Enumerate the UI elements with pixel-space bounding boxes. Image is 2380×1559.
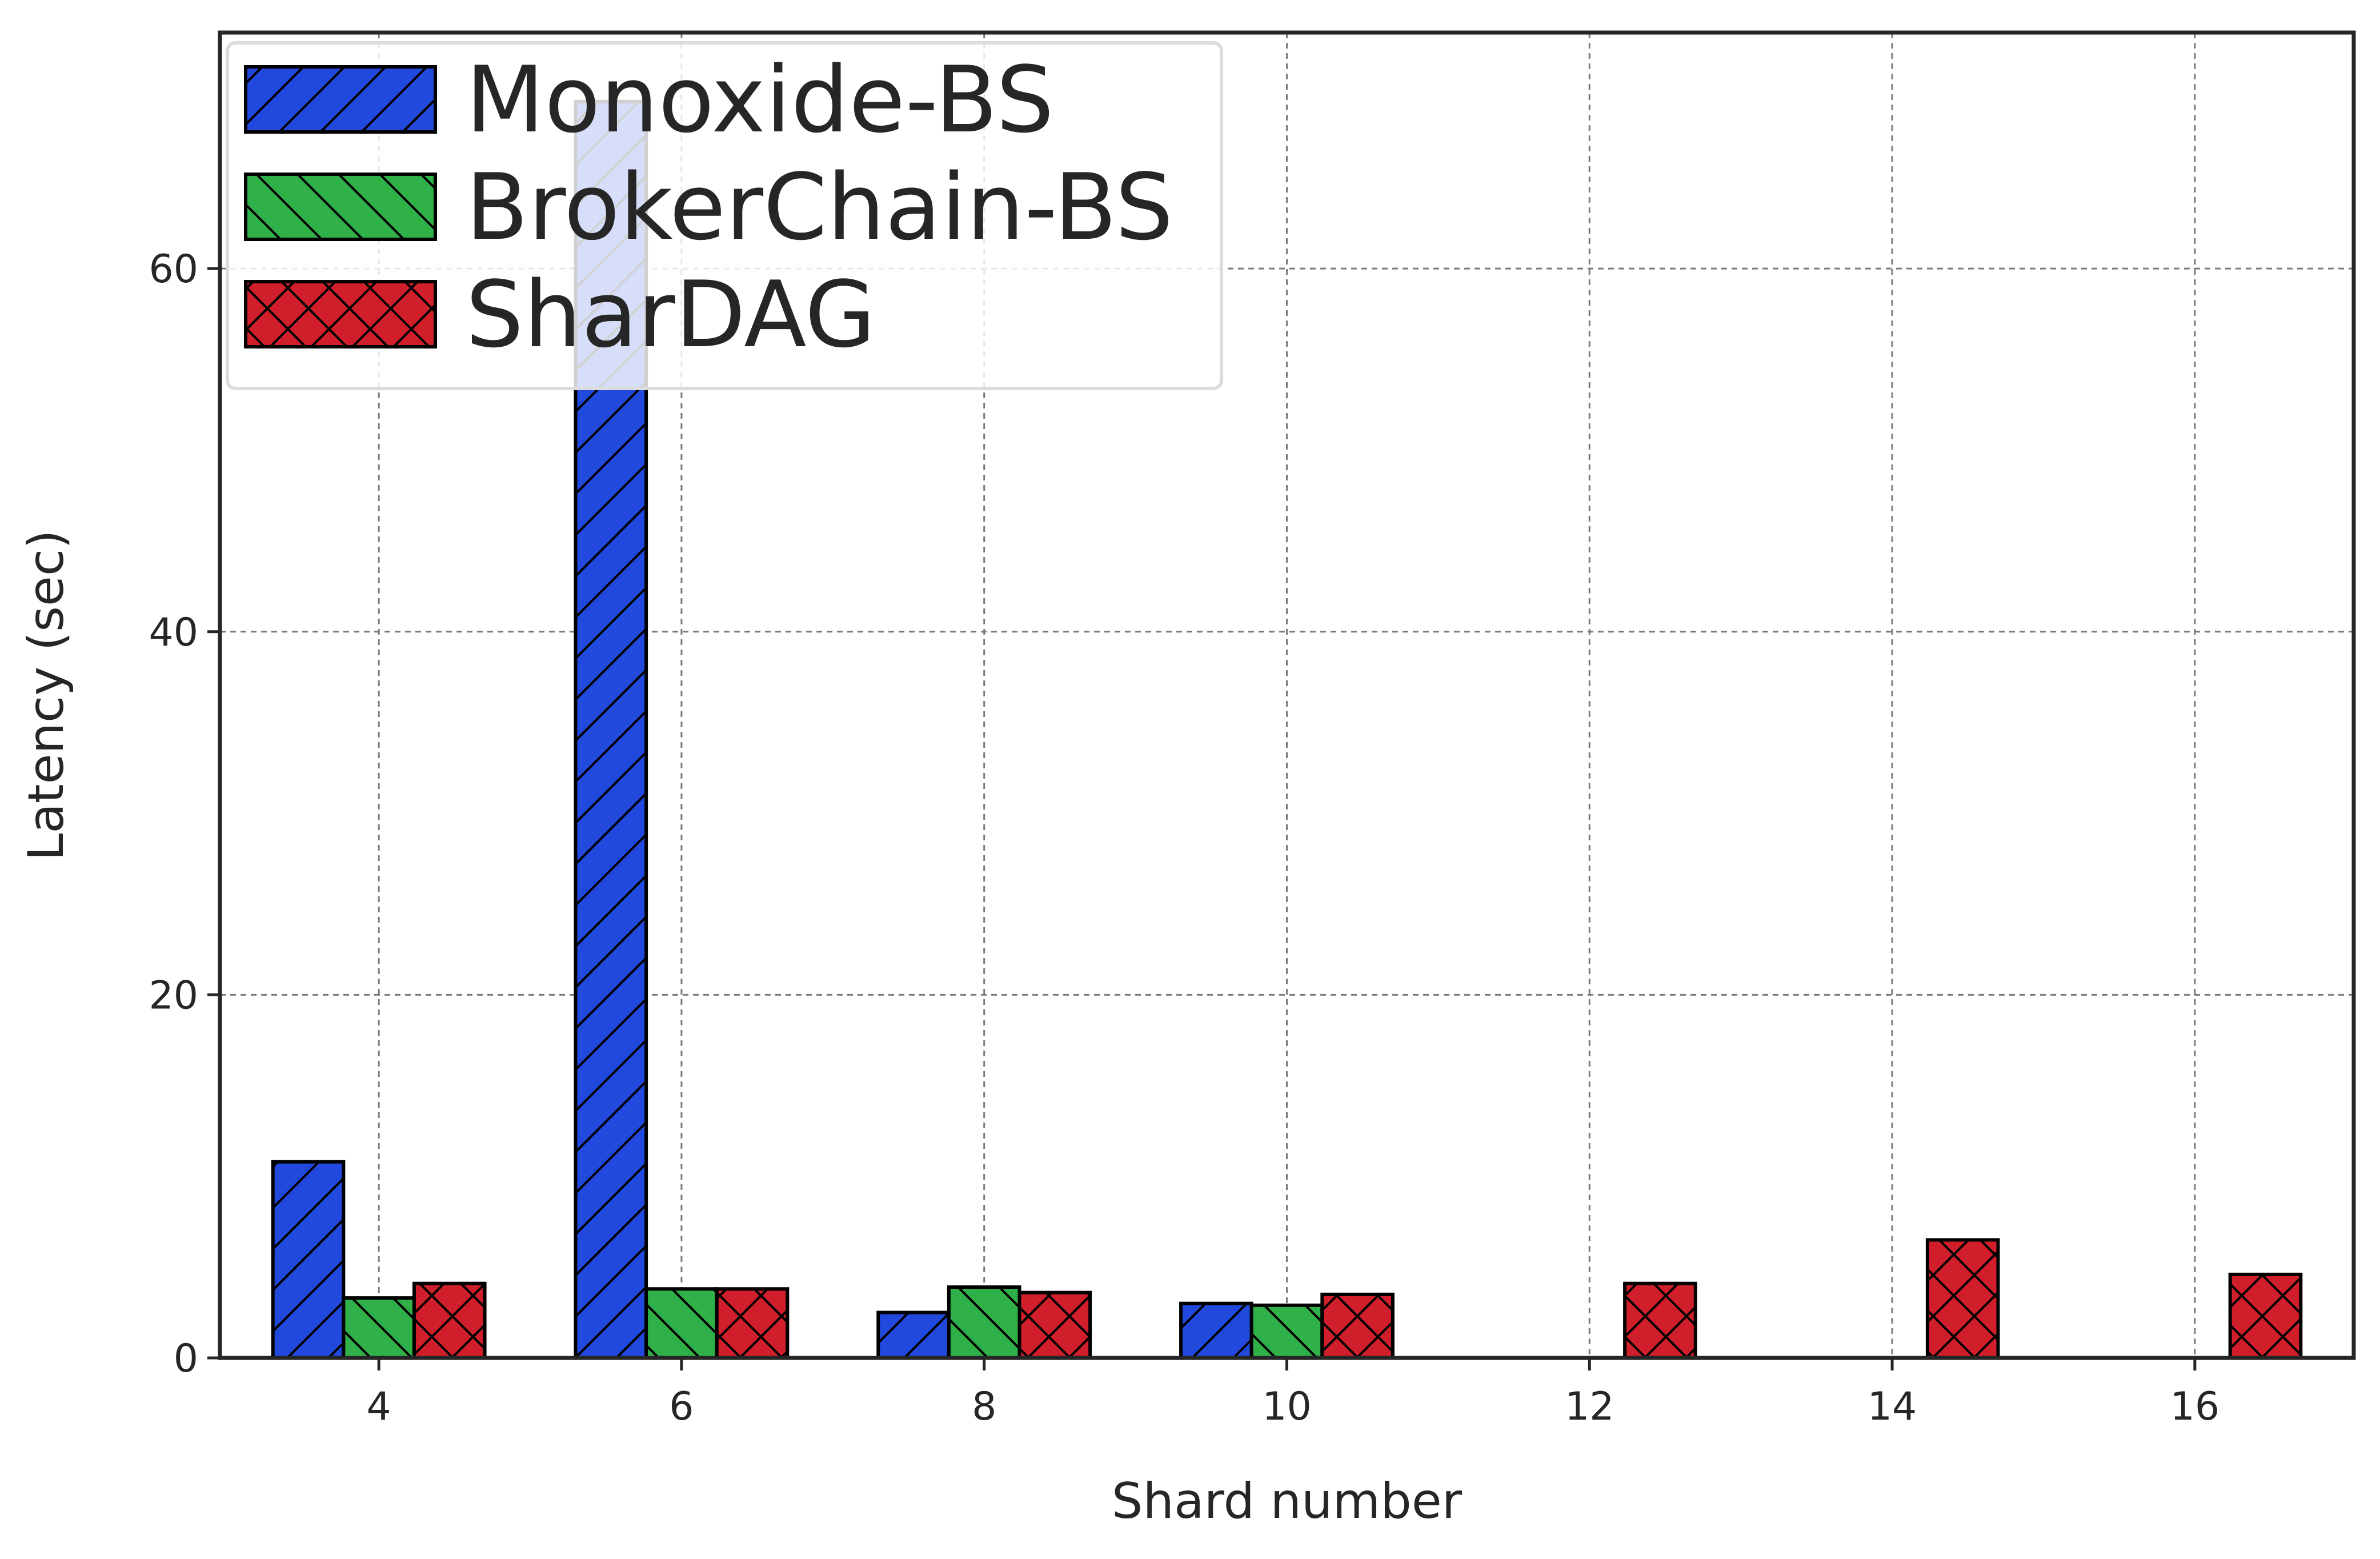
bar-monoxide-bs <box>1179 1301 1253 1360</box>
bar-shardag <box>412 1281 487 1360</box>
legend-swatch <box>244 173 437 241</box>
bar-shardag <box>1017 1291 1092 1360</box>
bar-hatch <box>1320 1292 1395 1360</box>
x-tick-label: 10 <box>1262 1384 1312 1429</box>
bar-hatch <box>1249 1303 1324 1360</box>
legend-item-monoxide-bs: Monoxide-BS <box>244 46 1054 153</box>
y-axis-title: Latency (sec) <box>18 530 75 860</box>
bar-hatch <box>2228 1272 2303 1360</box>
legend-item-brokerchain-bs: BrokerChain-BS <box>244 154 1173 260</box>
legend-label: Monoxide-BS <box>466 46 1054 153</box>
x-tick-label: 6 <box>669 1384 694 1429</box>
y-tick-label: 0 <box>174 1336 198 1381</box>
x-axis-title: Shard number <box>1112 1473 1463 1530</box>
legend-item-shardag: SharDAG <box>244 261 876 368</box>
x-tick-label: 4 <box>367 1384 391 1429</box>
bar-hatch <box>644 1287 719 1360</box>
axis-ticks: 4 6 8 10 12 14 16 0 20 40 60 <box>149 247 2219 1429</box>
y-tick-label: 60 <box>149 247 198 292</box>
x-tick-label: 12 <box>1565 1384 1614 1429</box>
legend-label: BrokerChain-BS <box>466 154 1173 260</box>
x-tick-label: 14 <box>1868 1384 1917 1429</box>
bar-hatch <box>1925 1238 2000 1360</box>
x-tick-label: 16 <box>2170 1384 2220 1429</box>
bar-shardag <box>1623 1281 1697 1360</box>
x-tick-label: 8 <box>972 1384 996 1429</box>
bar-hatch <box>342 1296 416 1360</box>
bar-hatch <box>876 1310 951 1360</box>
legend-box <box>226 41 1223 390</box>
bar-brokerchain-bs <box>644 1287 719 1360</box>
bar-shardag <box>715 1287 790 1360</box>
bar-monoxide-bs <box>271 1160 346 1360</box>
bar-monoxide-bs <box>876 1310 951 1360</box>
legend-swatch <box>244 280 437 348</box>
bar-brokerchain-bs <box>947 1285 1021 1360</box>
bar-shardag <box>1925 1238 2000 1360</box>
bar-hatch <box>412 1281 487 1360</box>
y-tick-label: 20 <box>149 973 198 1018</box>
legend-label: SharDAG <box>466 261 876 368</box>
bar-hatch <box>1623 1281 1697 1360</box>
bar-hatch <box>1017 1291 1092 1360</box>
bar-brokerchain-bs <box>342 1296 416 1360</box>
legend-swatch <box>244 65 437 134</box>
bar-hatch <box>715 1287 790 1360</box>
y-tick-label: 40 <box>149 610 198 655</box>
bar-shardag <box>1320 1292 1395 1360</box>
bar-brokerchain-bs <box>1249 1303 1324 1360</box>
bar-hatch <box>1179 1301 1253 1360</box>
bar-hatch <box>271 1160 346 1360</box>
bar-hatch <box>947 1285 1021 1360</box>
bar-shardag <box>2228 1272 2303 1360</box>
